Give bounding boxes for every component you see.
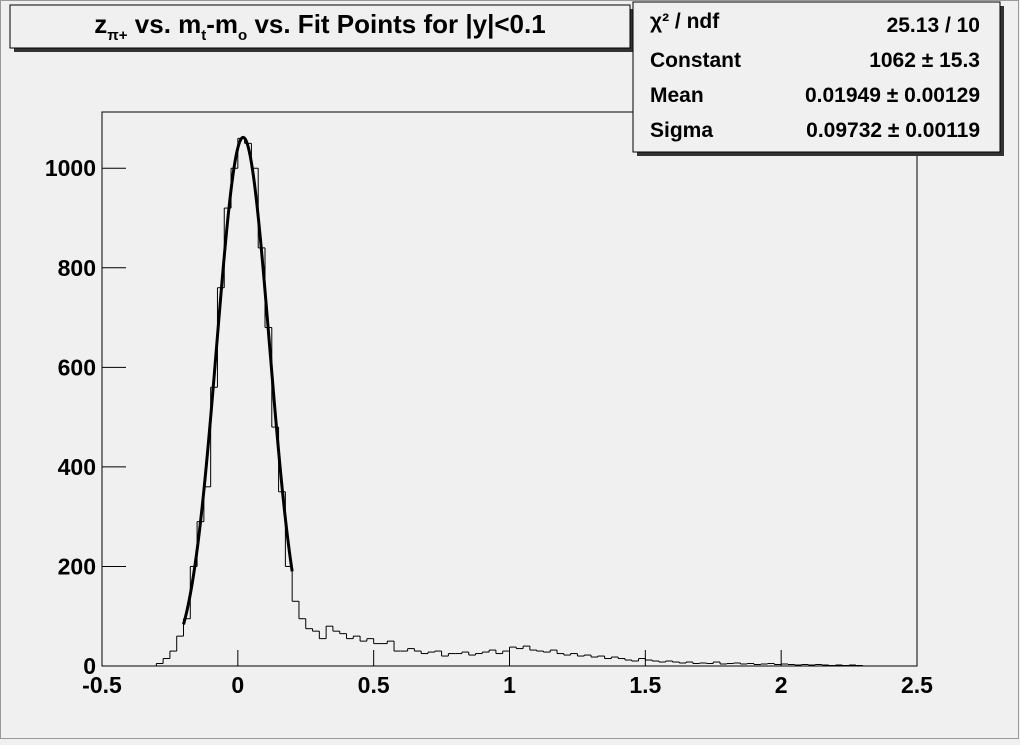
title-subscript: o xyxy=(238,27,247,44)
y-tick-label: 1000 xyxy=(45,155,96,181)
x-tick-label: -0.5 xyxy=(82,672,122,698)
x-tick-label: 2 xyxy=(775,672,788,698)
stats-value: 25.13 / 10 xyxy=(887,14,980,37)
title-subscript: π+ xyxy=(107,27,127,44)
y-tick-label: 0 xyxy=(83,653,96,679)
title-text: z xyxy=(94,9,107,39)
stats-label: Mean xyxy=(650,84,704,107)
x-tick-label: 0.5 xyxy=(358,672,390,698)
stats-label: Sigma xyxy=(650,119,713,142)
stats-value: 0.09732 ± 0.00119 xyxy=(806,119,980,142)
y-tick-label: 400 xyxy=(58,454,96,480)
title-subscript: t xyxy=(201,27,206,44)
title-text: vs. Fit Points for |y|<0.1 xyxy=(247,9,545,39)
y-tick-label: 600 xyxy=(58,354,96,380)
y-tick-label: 200 xyxy=(58,553,96,579)
chart-title: zπ+ vs. mt-mo vs. Fit Points for |y|<0.1 xyxy=(94,9,545,44)
stats-value: 1062 ± 15.3 xyxy=(869,49,980,72)
x-tick-label: 1 xyxy=(503,672,516,698)
frame xyxy=(101,111,918,667)
x-tick-label: 2.5 xyxy=(901,672,933,698)
x-tick-label: 0 xyxy=(231,672,244,698)
title-text: -m xyxy=(206,9,238,39)
plot xyxy=(155,135,864,667)
stats-label: Constant xyxy=(650,49,741,72)
title-box xyxy=(9,4,631,49)
stats-value: 0.01949 ± 0.00129 xyxy=(805,84,980,107)
title-text: vs. m xyxy=(128,9,202,39)
x-tick-label: 1.5 xyxy=(629,672,661,698)
stats-box xyxy=(632,1,1001,153)
stats-label: χ² / ndf xyxy=(650,10,720,33)
y-tick-label: 800 xyxy=(58,255,96,281)
fit-curve xyxy=(182,135,294,625)
